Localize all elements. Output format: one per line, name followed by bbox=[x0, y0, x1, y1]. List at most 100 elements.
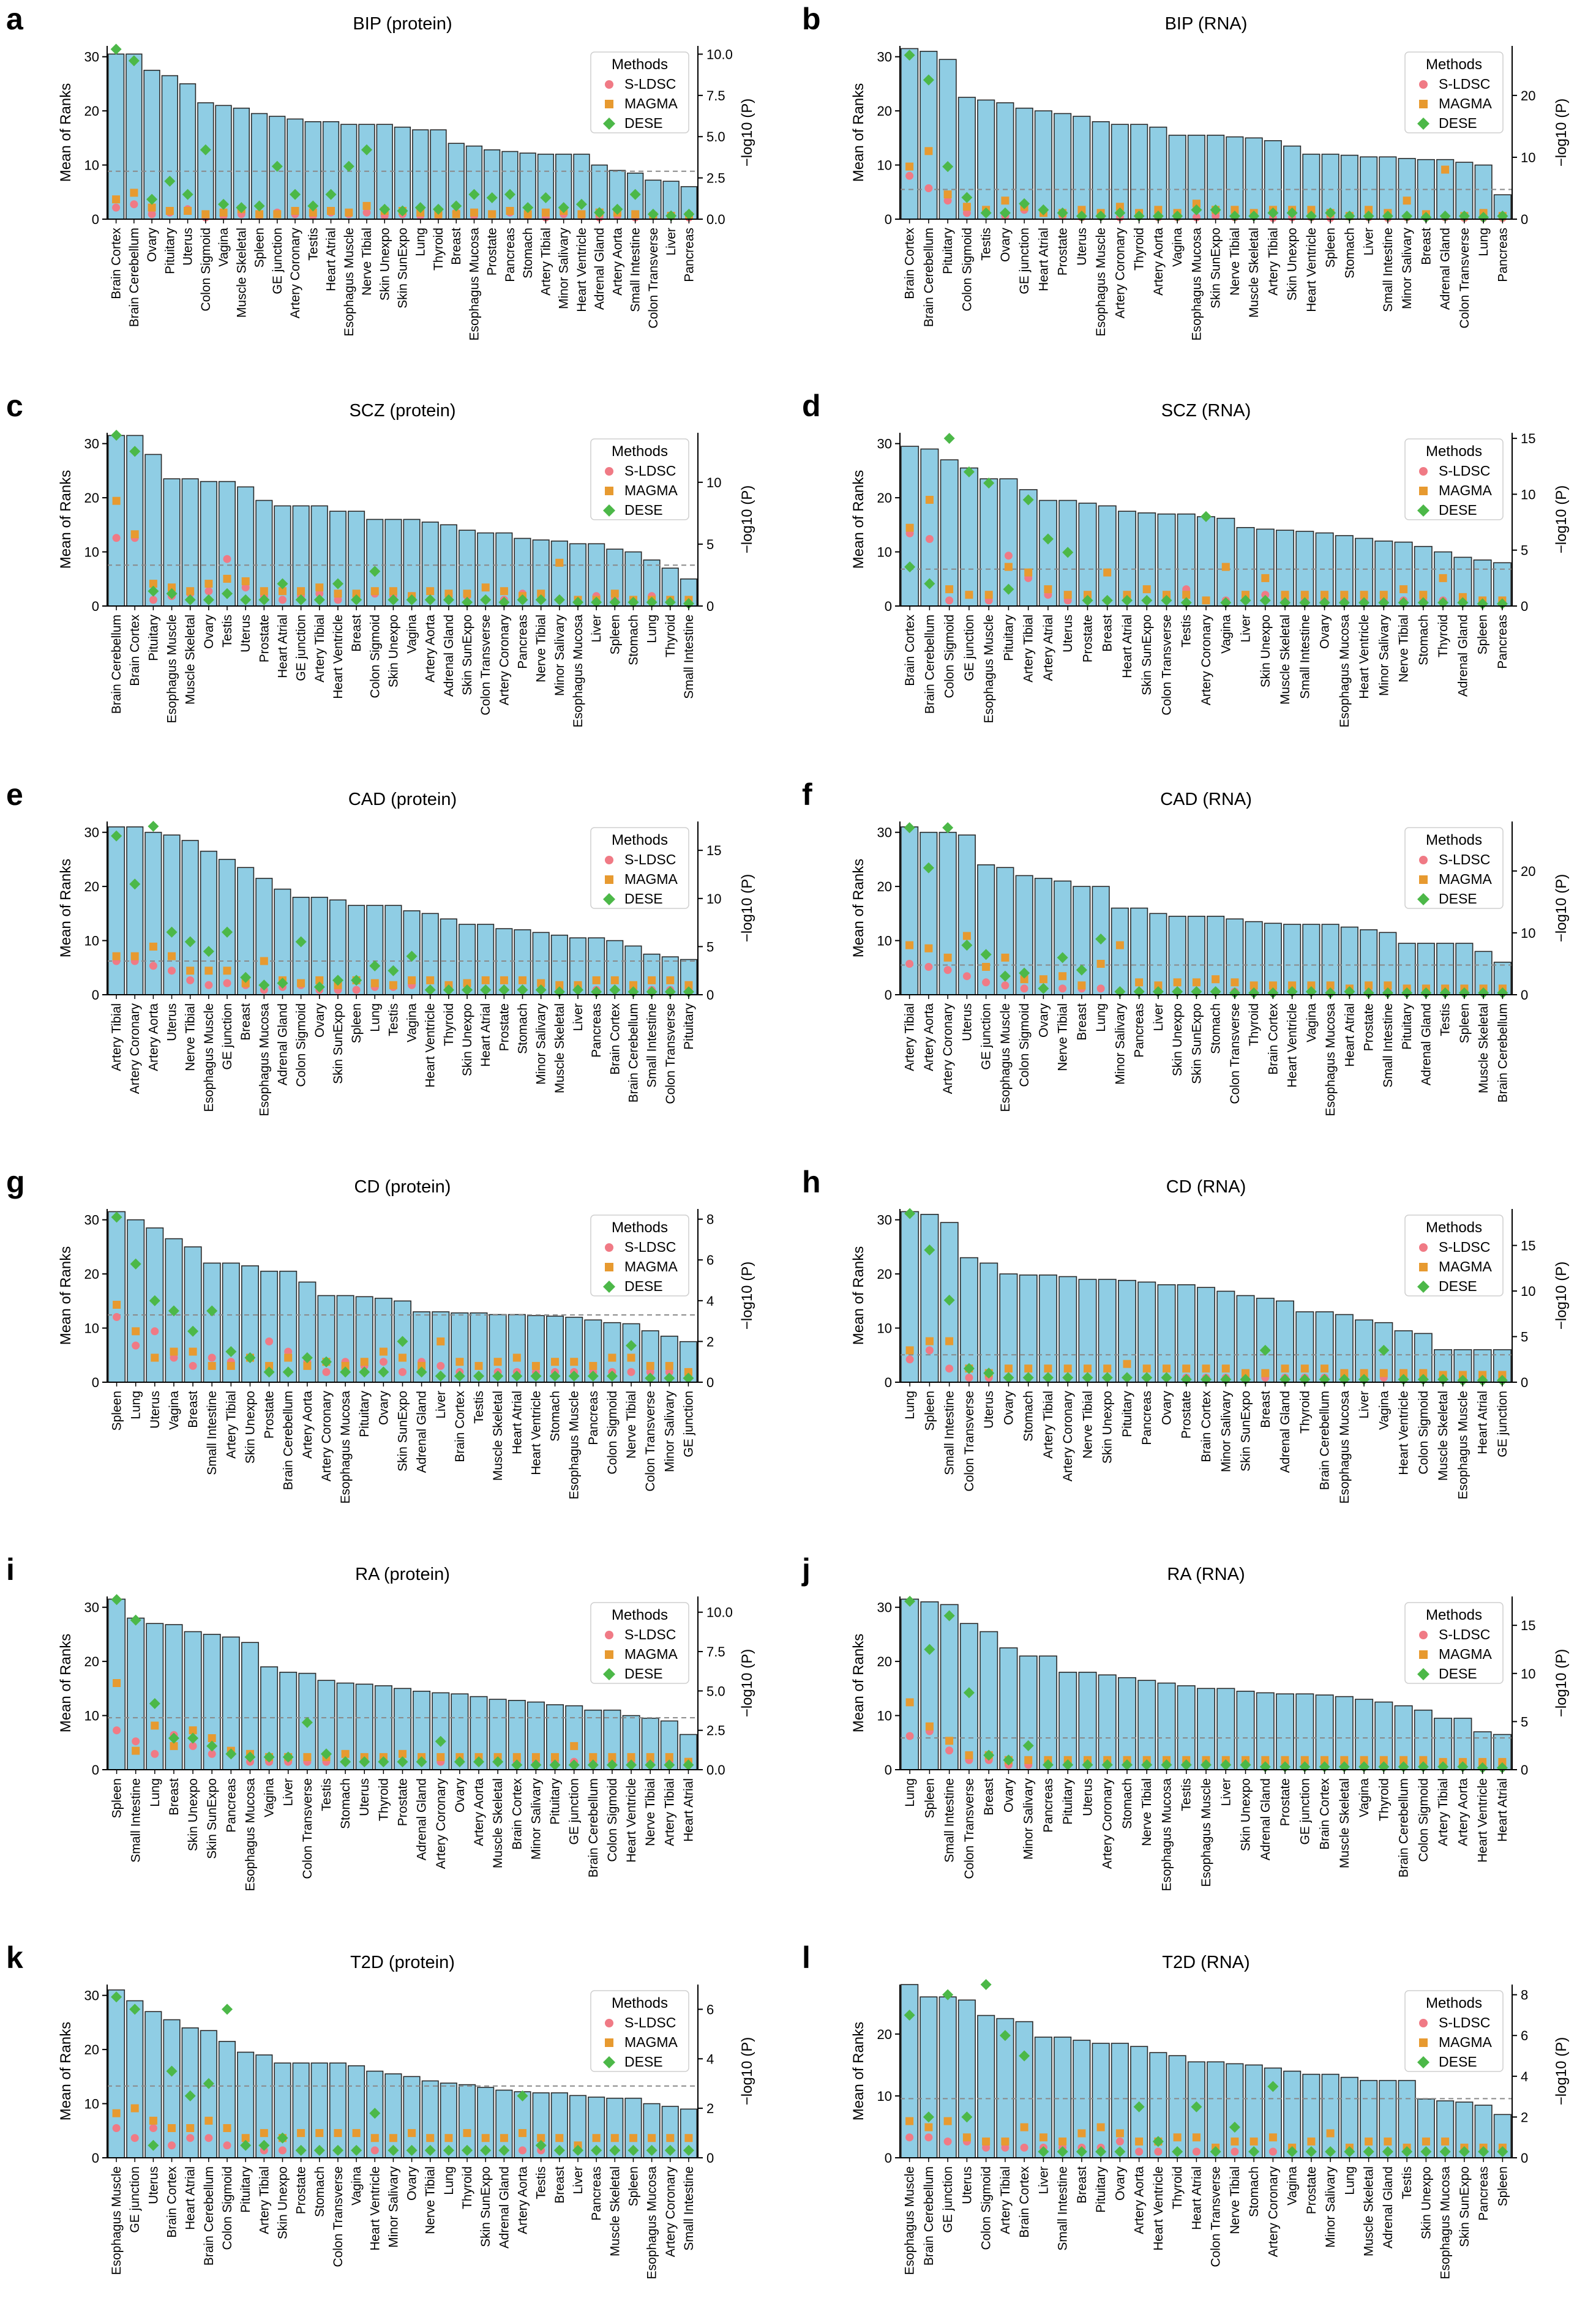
category-label: GE junction bbox=[220, 1003, 234, 1070]
magma-point bbox=[1384, 981, 1392, 990]
s-ldsc-legend-marker bbox=[605, 80, 613, 89]
magma-point bbox=[1340, 1756, 1349, 1764]
dese-point bbox=[683, 2144, 694, 2156]
dese-point bbox=[1022, 1372, 1034, 1383]
category-label: Nerve Tibial bbox=[1228, 2166, 1242, 2234]
magma-point bbox=[1268, 2133, 1277, 2142]
category-label: Colon Transverse bbox=[1458, 228, 1472, 329]
magma-point bbox=[905, 1346, 914, 1355]
legend-box bbox=[1404, 438, 1504, 520]
category-label: Minor Salivary bbox=[1324, 2166, 1338, 2248]
dese-point bbox=[424, 984, 436, 996]
dese-point bbox=[980, 1979, 992, 1990]
s-ldsc-point bbox=[924, 963, 933, 971]
left-axis-label: Mean of Ranks bbox=[850, 859, 867, 957]
magma-point bbox=[1231, 206, 1239, 214]
category-label: Artery Tibial bbox=[1266, 228, 1280, 296]
dese-point bbox=[983, 1368, 995, 1379]
magma-legend-marker bbox=[1419, 1650, 1428, 1659]
magma-point bbox=[170, 1347, 178, 1356]
bar bbox=[977, 2015, 995, 2158]
category-label: Artery Aorta bbox=[922, 1003, 936, 1071]
dese-point bbox=[451, 200, 462, 212]
magma-point bbox=[303, 1753, 312, 1761]
dese-point bbox=[320, 1356, 332, 1368]
magma-point bbox=[1154, 981, 1163, 990]
dese-point bbox=[1267, 2081, 1279, 2092]
magma-point bbox=[315, 976, 324, 984]
category-label: Breast bbox=[1075, 1003, 1089, 1041]
dese-point bbox=[1022, 494, 1034, 506]
category-label: Adrenal Gland bbox=[415, 1391, 429, 1473]
dese-point bbox=[961, 940, 973, 951]
magma-point bbox=[1403, 196, 1411, 205]
magma-point bbox=[474, 1361, 483, 1370]
category-label: Colon Sigmoid bbox=[605, 1391, 620, 1475]
bar bbox=[144, 831, 162, 995]
dese-point bbox=[1038, 204, 1049, 215]
category-label: Colon Sigmoid bbox=[368, 615, 382, 698]
bar bbox=[977, 864, 995, 995]
category-label: Liver bbox=[1239, 615, 1253, 643]
category-label: Thyroid bbox=[1436, 615, 1450, 657]
s-ldsc-point bbox=[1001, 2143, 1010, 2152]
dese-point bbox=[397, 205, 408, 217]
dese-legend-marker bbox=[1417, 2056, 1429, 2068]
dese-point bbox=[168, 1732, 179, 1744]
dese-point bbox=[277, 978, 288, 989]
category-label: Skin Unexpo bbox=[386, 615, 400, 687]
dese-point bbox=[454, 1756, 465, 1768]
category-label: Pituitary bbox=[163, 228, 177, 274]
right-axis-label: −log10 (P) bbox=[739, 1649, 755, 1717]
legend-title: Methods bbox=[1426, 1607, 1482, 1623]
legend: Methods S-LDSC MAGMA DESE bbox=[1404, 1990, 1504, 2072]
category-label: Artery Coronary bbox=[434, 1778, 448, 1869]
category-label: Heart Atrial bbox=[479, 1003, 493, 1067]
bar bbox=[1073, 116, 1091, 220]
magma-legend-marker bbox=[1419, 875, 1428, 884]
dese-point bbox=[1019, 967, 1030, 979]
left-axis-label: Mean of Ranks bbox=[58, 1634, 74, 1732]
dese-point bbox=[647, 208, 659, 220]
category-label: Lung bbox=[903, 1391, 917, 1420]
category-label: Artery Tibial bbox=[1436, 1778, 1450, 1846]
bar bbox=[1434, 1718, 1453, 1770]
category-label: Prostate bbox=[497, 1003, 511, 1051]
dese-point bbox=[999, 970, 1011, 982]
dese-point bbox=[343, 160, 354, 172]
bar bbox=[1283, 2070, 1302, 2158]
category-label: Small Intestine bbox=[129, 1778, 143, 1863]
category-label: Ovary bbox=[1002, 1391, 1016, 1426]
dese-point bbox=[1101, 1372, 1113, 1383]
magma-point bbox=[1202, 1364, 1210, 1373]
magma-point bbox=[608, 1753, 616, 1761]
legend-title: Methods bbox=[612, 56, 668, 73]
chart-title: T2D (RNA) bbox=[1162, 1953, 1249, 1972]
category-label: Skin Unexpo bbox=[1259, 615, 1273, 687]
bar bbox=[1398, 158, 1416, 220]
right-axis-label: −log10 (P) bbox=[739, 874, 755, 942]
dese-point bbox=[1420, 987, 1432, 998]
category-label: Skin SunExpo bbox=[479, 2166, 493, 2247]
category-label: Ovary bbox=[202, 615, 216, 649]
category-label: Breast bbox=[982, 1778, 996, 1816]
magma-legend-marker bbox=[605, 1650, 613, 1659]
bar bbox=[340, 124, 358, 220]
s-ldsc-point bbox=[399, 1368, 406, 1376]
dese-point bbox=[1363, 987, 1374, 998]
bar bbox=[465, 145, 483, 220]
bar bbox=[901, 826, 919, 995]
bar bbox=[108, 53, 125, 220]
category-label: Pituitary bbox=[1120, 1391, 1134, 1437]
category-label: Spleen bbox=[1324, 228, 1338, 268]
magma-point bbox=[327, 207, 335, 215]
s-ldsc-point bbox=[223, 555, 231, 563]
dese-point bbox=[406, 2144, 418, 2156]
magma-point bbox=[1039, 975, 1047, 984]
magma-point bbox=[531, 1753, 540, 1761]
dese-point bbox=[473, 1756, 485, 1768]
bar bbox=[1137, 1680, 1156, 1770]
category-label: Lung bbox=[1094, 1003, 1108, 1032]
dese-point bbox=[572, 984, 583, 996]
legend: Methods S-LDSC MAGMA DESE bbox=[590, 1214, 689, 1297]
